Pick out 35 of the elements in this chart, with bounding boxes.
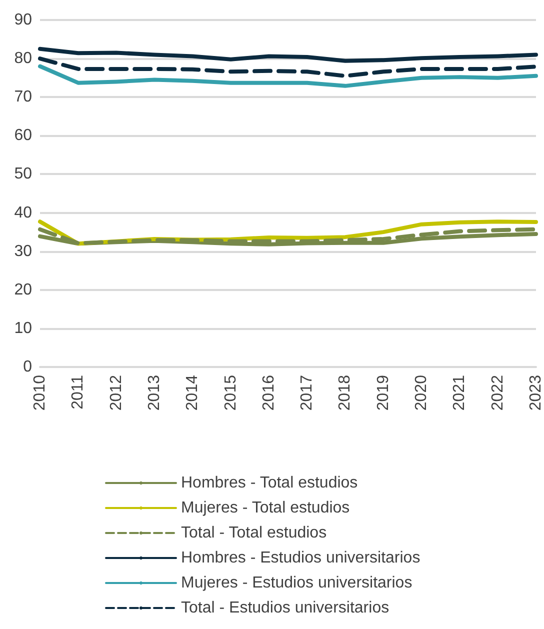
x-tick-label: 2015 <box>222 374 240 411</box>
line-series <box>38 56 538 78</box>
y-tick-label: 80 <box>14 50 32 68</box>
x-tick-label: 2011 <box>70 374 87 410</box>
x-tick-label: 2010 <box>32 374 48 411</box>
line-series <box>38 46 538 63</box>
y-tick-label: 10 <box>14 320 32 337</box>
x-tick-label: 2022 <box>489 374 506 411</box>
x-tick-label: 2023 <box>528 374 544 411</box>
x-tick-label: 2017 <box>298 374 316 411</box>
x-tick-label: 2021 <box>451 374 468 411</box>
y-tick-label: 0 <box>23 358 32 376</box>
y-tick-label: 60 <box>14 127 32 144</box>
x-tick-label: 2014 <box>184 374 202 411</box>
x-tick-label: 2013 <box>146 374 163 411</box>
line-series <box>38 227 538 246</box>
legend-label: Hombres - Estudios universitarios <box>181 550 420 566</box>
line-series <box>38 64 538 88</box>
x-tick-label: 2018 <box>336 374 354 411</box>
legend-label: Total - Estudios universitarios <box>181 600 390 616</box>
legend-label: Hombres - Total estudios <box>181 474 358 492</box>
y-tick-label: 30 <box>14 242 32 260</box>
x-tick-label: 2020 <box>413 374 430 411</box>
legend-label: Total - Total estudios <box>181 524 327 542</box>
x-tick-label: 2012 <box>108 374 125 411</box>
y-tick-label: 40 <box>14 204 32 222</box>
y-tick-label: 20 <box>14 281 32 298</box>
y-tick-label: 90 <box>14 12 32 28</box>
x-tick-label: 2016 <box>260 374 278 411</box>
y-tick-label: 70 <box>14 88 32 106</box>
legend-label: Mujeres - Total estudios <box>181 500 350 516</box>
line-series <box>38 232 538 246</box>
legend-label: Mujeres - Estudios universitarios <box>181 574 412 592</box>
x-tick-label: 2019 <box>374 374 392 411</box>
y-tick-label: 50 <box>14 166 32 183</box>
